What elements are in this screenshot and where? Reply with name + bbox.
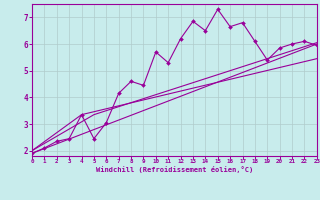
X-axis label: Windchill (Refroidissement éolien,°C): Windchill (Refroidissement éolien,°C) xyxy=(96,166,253,173)
